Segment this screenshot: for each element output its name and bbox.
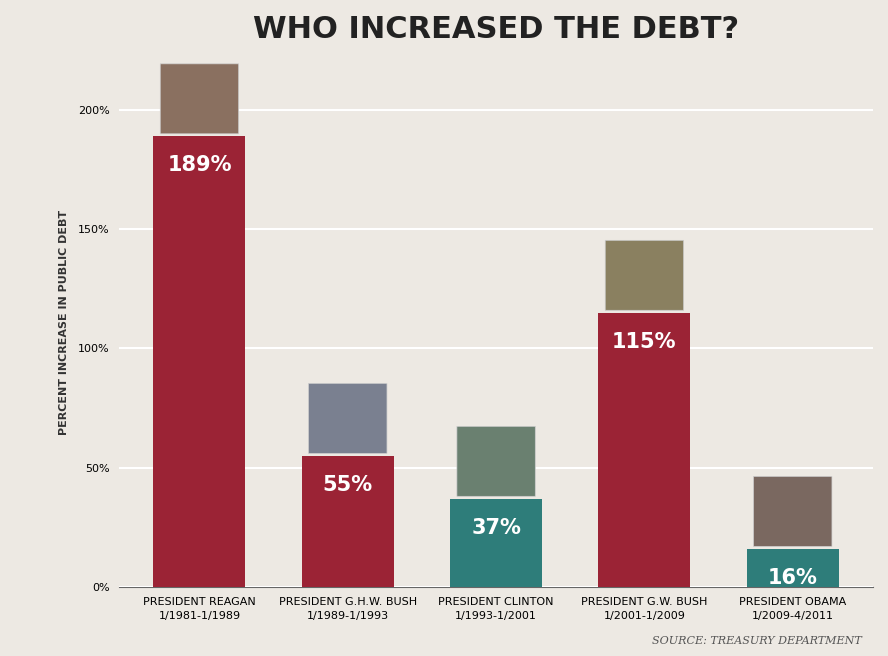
FancyBboxPatch shape — [160, 64, 239, 134]
FancyBboxPatch shape — [309, 384, 387, 453]
Title: WHO INCREASED THE DEBT?: WHO INCREASED THE DEBT? — [253, 15, 739, 44]
Text: 55%: 55% — [322, 475, 373, 495]
Y-axis label: PERCENT INCREASE IN PUBLIC DEBT: PERCENT INCREASE IN PUBLIC DEBT — [59, 210, 69, 435]
Text: 16%: 16% — [768, 568, 818, 588]
FancyBboxPatch shape — [457, 426, 535, 497]
Text: 189%: 189% — [167, 155, 232, 175]
FancyBboxPatch shape — [754, 476, 832, 546]
Text: 37%: 37% — [472, 518, 521, 538]
Bar — [599, 313, 690, 587]
Bar — [450, 499, 542, 587]
FancyBboxPatch shape — [606, 240, 684, 310]
Bar — [302, 456, 393, 587]
Bar — [154, 136, 245, 587]
Text: SOURCE: TREASURY DEPARTMENT: SOURCE: TREASURY DEPARTMENT — [652, 636, 861, 646]
Text: 115%: 115% — [612, 332, 677, 352]
Bar — [747, 549, 839, 587]
